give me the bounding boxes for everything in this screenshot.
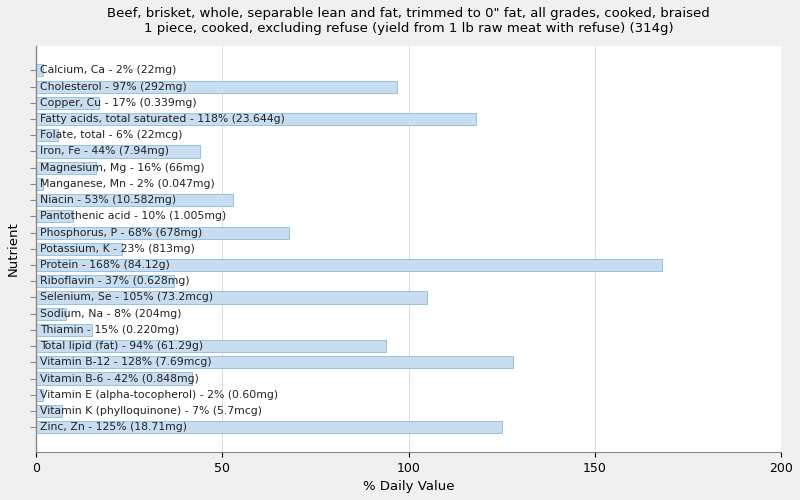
Bar: [36, 259, 662, 271]
Bar: [36, 210, 73, 222]
X-axis label: % Daily Value: % Daily Value: [362, 480, 454, 493]
Bar: [36, 405, 62, 417]
Text: Thiamin - 15% (0.220mg): Thiamin - 15% (0.220mg): [40, 325, 178, 335]
Bar: [36, 388, 43, 401]
Text: Niacin - 53% (10.582mg): Niacin - 53% (10.582mg): [40, 195, 176, 205]
Text: Sodium, Na - 8% (204mg): Sodium, Na - 8% (204mg): [40, 308, 181, 318]
Text: Manganese, Mn - 2% (0.047mg): Manganese, Mn - 2% (0.047mg): [40, 179, 214, 189]
Bar: [36, 275, 174, 287]
Text: Vitamin K (phylloquinone) - 7% (5.7mcg): Vitamin K (phylloquinone) - 7% (5.7mcg): [40, 406, 262, 416]
Text: Vitamin B-12 - 128% (7.69mcg): Vitamin B-12 - 128% (7.69mcg): [40, 358, 211, 368]
Bar: [36, 129, 58, 141]
Bar: [36, 226, 290, 238]
Bar: [36, 356, 513, 368]
Bar: [36, 292, 427, 304]
Text: Folate, total - 6% (22mcg): Folate, total - 6% (22mcg): [40, 130, 182, 140]
Text: Cholesterol - 97% (292mg): Cholesterol - 97% (292mg): [40, 82, 186, 92]
Text: Vitamin B-6 - 42% (0.848mg): Vitamin B-6 - 42% (0.848mg): [40, 374, 198, 384]
Text: Zinc, Zn - 125% (18.71mg): Zinc, Zn - 125% (18.71mg): [40, 422, 186, 432]
Text: Total lipid (fat) - 94% (61.29g): Total lipid (fat) - 94% (61.29g): [40, 341, 202, 351]
Text: Calcium, Ca - 2% (22mg): Calcium, Ca - 2% (22mg): [40, 66, 176, 76]
Bar: [36, 80, 398, 92]
Text: Selenium, Se - 105% (73.2mcg): Selenium, Se - 105% (73.2mcg): [40, 292, 213, 302]
Bar: [36, 162, 95, 174]
Bar: [36, 146, 200, 158]
Bar: [36, 113, 475, 125]
Text: Riboflavin - 37% (0.628mg): Riboflavin - 37% (0.628mg): [40, 276, 190, 286]
Text: Magnesium, Mg - 16% (66mg): Magnesium, Mg - 16% (66mg): [40, 162, 204, 172]
Text: Pantothenic acid - 10% (1.005mg): Pantothenic acid - 10% (1.005mg): [40, 212, 226, 222]
Y-axis label: Nutrient: Nutrient: [7, 222, 20, 276]
Text: Protein - 168% (84.12g): Protein - 168% (84.12g): [40, 260, 170, 270]
Text: Phosphorus, P - 68% (678mg): Phosphorus, P - 68% (678mg): [40, 228, 202, 237]
Text: Vitamin E (alpha-tocopherol) - 2% (0.60mg): Vitamin E (alpha-tocopherol) - 2% (0.60m…: [40, 390, 278, 400]
Text: Fatty acids, total saturated - 118% (23.644g): Fatty acids, total saturated - 118% (23.…: [40, 114, 285, 124]
Text: Copper, Cu - 17% (0.339mg): Copper, Cu - 17% (0.339mg): [40, 98, 196, 108]
Text: Iron, Fe - 44% (7.94mg): Iron, Fe - 44% (7.94mg): [40, 146, 169, 156]
Bar: [36, 324, 92, 336]
Bar: [36, 64, 43, 76]
Bar: [36, 372, 193, 384]
Bar: [36, 340, 386, 352]
Text: Potassium, K - 23% (813mg): Potassium, K - 23% (813mg): [40, 244, 194, 254]
Title: Beef, brisket, whole, separable lean and fat, trimmed to 0" fat, all grades, coo: Beef, brisket, whole, separable lean and…: [107, 7, 710, 35]
Bar: [36, 194, 234, 206]
Bar: [36, 421, 502, 434]
Bar: [36, 308, 66, 320]
Bar: [36, 96, 99, 109]
Bar: [36, 242, 122, 255]
Bar: [36, 178, 43, 190]
